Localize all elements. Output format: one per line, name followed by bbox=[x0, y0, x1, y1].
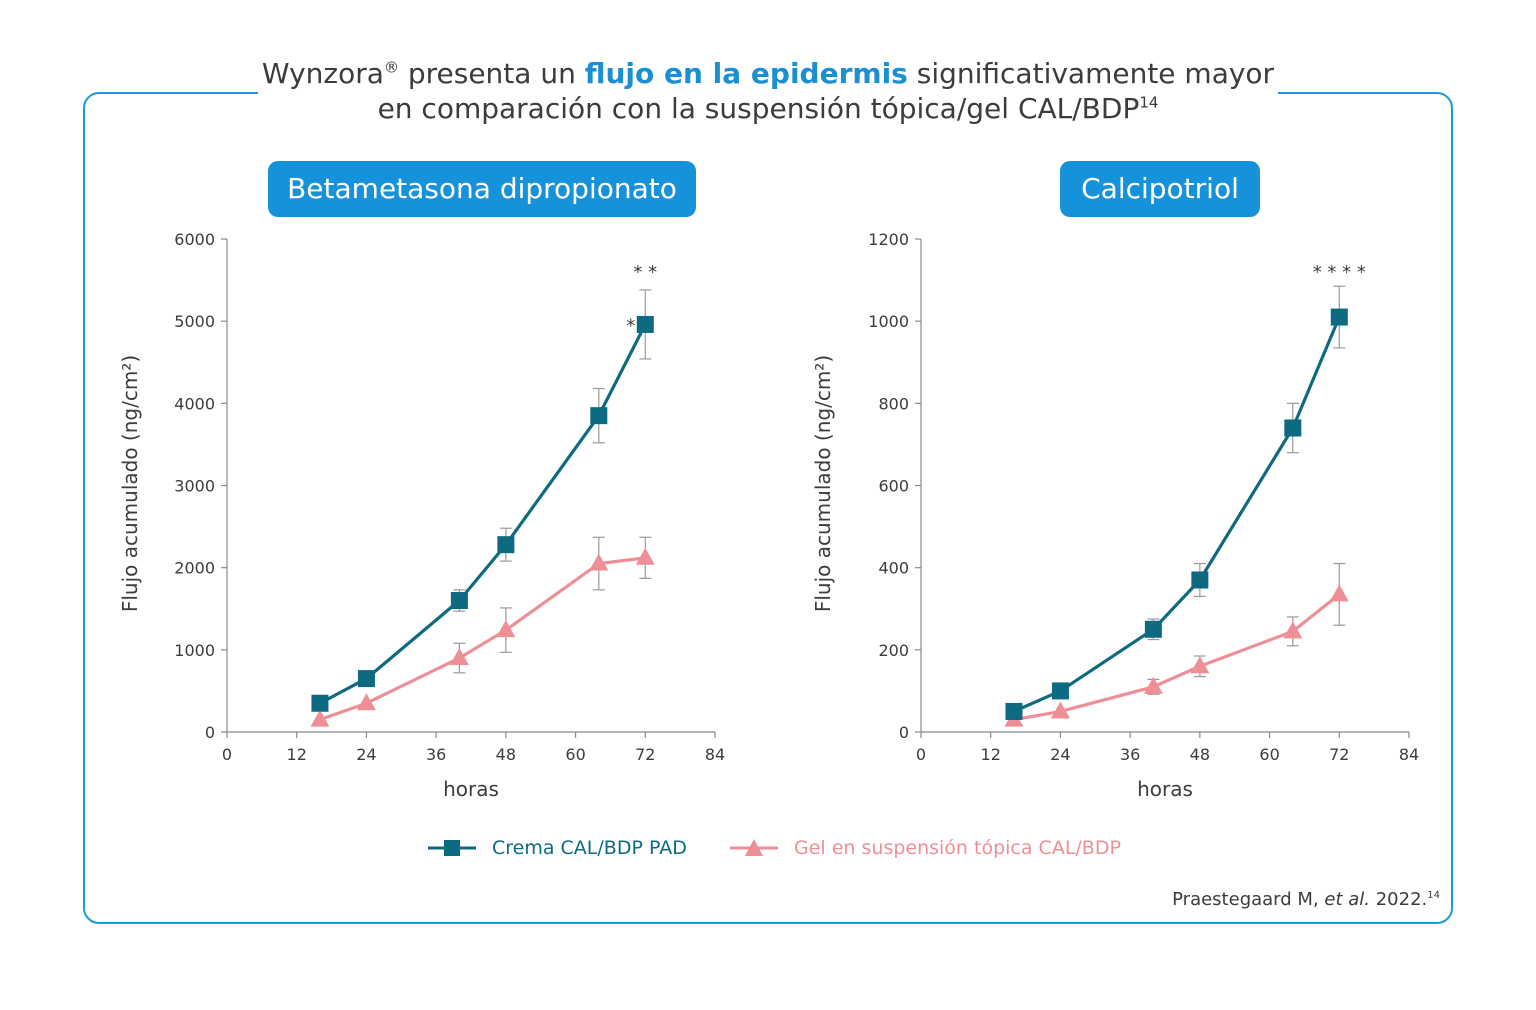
bdp-x-tick-label: 0 bbox=[222, 745, 232, 764]
bdp-y-tick-label: 3000 bbox=[174, 477, 215, 496]
cal-y-tick-label: 200 bbox=[878, 641, 909, 660]
bdp-x-tick-label: 72 bbox=[635, 745, 655, 764]
title-highlight: flujo en la epidermis bbox=[584, 57, 908, 90]
cal-y-axis-title: Flujo acumulado (ng/cm²) bbox=[811, 355, 835, 612]
citation: Praestegaard M, et al. 2022.14 bbox=[1172, 889, 1440, 910]
cal-data-point-square bbox=[1330, 308, 1348, 326]
bdp-x-tick-label: 84 bbox=[705, 745, 725, 764]
bdp-data-point-square bbox=[590, 407, 608, 425]
triangle-icon bbox=[730, 839, 778, 856]
cal-data-point-triangle bbox=[1283, 621, 1303, 639]
cal-x-tick-label: 0 bbox=[916, 745, 926, 764]
legend-item-crema: Crema CAL/BDP PAD bbox=[428, 832, 687, 864]
cal-data-point-triangle bbox=[1143, 676, 1163, 694]
bdp-x-tick-label: 12 bbox=[287, 745, 307, 764]
bdp-y-tick-label: 1000 bbox=[174, 641, 215, 660]
citation-etal: et al. bbox=[1324, 889, 1370, 910]
bdp-y-tick-label: 0 bbox=[205, 723, 215, 742]
legend-item-gel: Gel en suspensión tópica CAL/BDP bbox=[730, 832, 1121, 864]
cal-data-point-square bbox=[1051, 682, 1069, 700]
cal-y-tick-label: 800 bbox=[878, 394, 909, 413]
cal-y-tick-label: 1200 bbox=[868, 230, 909, 249]
bdp-x-tick-label: 36 bbox=[426, 745, 446, 764]
cal-x-tick-label: 60 bbox=[1259, 745, 1279, 764]
bdp-x-tick-label: 60 bbox=[565, 745, 585, 764]
square-icon bbox=[428, 840, 476, 856]
citation-year: 2022. bbox=[1370, 889, 1428, 910]
bdp-data-point-triangle bbox=[310, 709, 330, 727]
bdp-data-point-square bbox=[357, 670, 375, 688]
bdp-y-axis-title: Flujo acumulado (ng/cm²) bbox=[118, 355, 142, 612]
title-registered-mark: ® bbox=[383, 58, 399, 77]
cal-data-point-square bbox=[1005, 702, 1023, 720]
cal-x-tick-label: 84 bbox=[1399, 745, 1419, 764]
cal-y-tick-label: 600 bbox=[878, 477, 909, 496]
cal-y-tick-label: 0 bbox=[899, 723, 909, 742]
cal-y-tick-label: 400 bbox=[878, 559, 909, 578]
cal-x-tick-label: 72 bbox=[1329, 745, 1349, 764]
bdp-y-tick-label: 4000 bbox=[174, 394, 215, 413]
cal-data-point-triangle bbox=[1050, 701, 1070, 719]
title-brand: Wynzora bbox=[261, 57, 384, 90]
cal-x-tick-label: 36 bbox=[1120, 745, 1140, 764]
citation-author: Praestegaard M, bbox=[1172, 889, 1325, 910]
cal-x-axis-title: horas bbox=[1137, 777, 1193, 801]
title-line-2: en comparación con la suspensión tópica/… bbox=[258, 91, 1278, 126]
cal-series-line-triangle bbox=[1013, 593, 1341, 722]
bdp-data-point-square bbox=[450, 592, 468, 610]
chart-title-betametasona: Betametasona dipropionato bbox=[268, 161, 696, 217]
bdp-data-point-square bbox=[311, 694, 329, 712]
bdp-y-tick-label: 5000 bbox=[174, 312, 215, 331]
cal-data-point-square bbox=[1284, 419, 1302, 437]
bdp-data-point-triangle bbox=[589, 553, 609, 571]
bdp-data-point-square bbox=[636, 315, 654, 333]
page-title: Wynzora® presenta un flujo en la epiderm… bbox=[258, 56, 1278, 126]
legend-label-gel: Gel en suspensión tópica CAL/BDP bbox=[794, 837, 1121, 859]
bdp-data-point-triangle bbox=[635, 547, 655, 565]
bdp-series-line-triangle bbox=[319, 556, 646, 722]
cal-significance-marker: * * * * bbox=[1313, 262, 1366, 283]
cal-data-point-triangle bbox=[1329, 584, 1349, 602]
bdp-x-axis-title: horas bbox=[443, 777, 499, 801]
bdp-series-line-square bbox=[319, 323, 647, 705]
bdp-x-tick-label: 24 bbox=[356, 745, 376, 764]
bdp-y-tick-label: 2000 bbox=[174, 559, 215, 578]
cal-x-tick-label: 12 bbox=[981, 745, 1001, 764]
cal-x-tick-label: 48 bbox=[1190, 745, 1210, 764]
legend: Crema CAL/BDP PAD Gel en suspensión tópi… bbox=[0, 832, 1536, 864]
title-line-1: Wynzora® presenta un flujo en la epiderm… bbox=[258, 56, 1278, 91]
cal-series-line-square bbox=[1013, 316, 1341, 713]
cal-data-point-square bbox=[1144, 620, 1162, 638]
bdp-x-tick-label: 48 bbox=[496, 745, 516, 764]
bdp-data-point-triangle bbox=[496, 620, 516, 638]
bdp-data-point-square bbox=[497, 536, 515, 554]
bdp-significance-marker: * bbox=[626, 315, 635, 336]
cal-data-point-triangle bbox=[1190, 656, 1210, 674]
cal-data-point-square bbox=[1191, 571, 1209, 589]
legend-label-crema: Crema CAL/BDP PAD bbox=[492, 837, 687, 859]
title-text-2: significativamente mayor bbox=[907, 57, 1275, 90]
bdp-data-point-triangle bbox=[449, 648, 469, 666]
bdp-y-tick-label: 6000 bbox=[174, 230, 215, 249]
title-text-1: presenta un bbox=[398, 57, 585, 90]
cal-x-tick-label: 24 bbox=[1050, 745, 1070, 764]
cal-y-tick-label: 1000 bbox=[868, 312, 909, 331]
title-text-3: en comparación con la suspensión tópica/… bbox=[377, 92, 1140, 125]
citation-reference: 14 bbox=[1427, 890, 1440, 901]
title-reference: 14 bbox=[1139, 93, 1159, 112]
bdp-data-point-triangle bbox=[356, 693, 376, 711]
chart-title-calcipotriol: Calcipotriol bbox=[1060, 161, 1260, 217]
bdp-significance-marker: * * bbox=[633, 262, 657, 283]
